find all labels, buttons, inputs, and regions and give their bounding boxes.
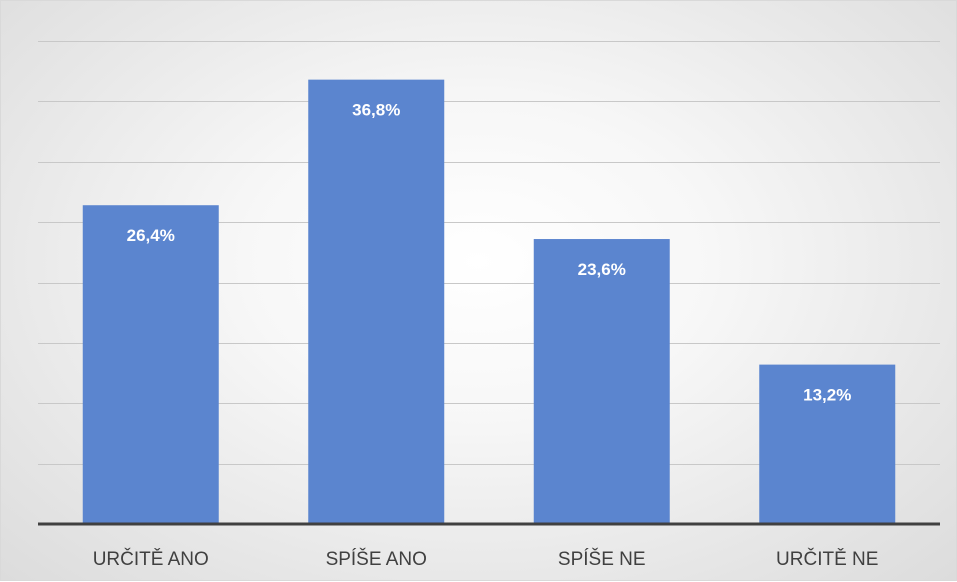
x-tick-label: URČITĚ ANO [93,548,209,570]
data-labels: 26,4% 36,8% 23,6% 13,2% [127,101,852,405]
x-tick-label: URČITĚ NE [776,548,878,570]
bar-data-label: 13,2% [803,386,851,405]
x-tick-label: SPÍŠE ANO [326,548,427,570]
bars [82,79,896,524]
bar [82,205,219,524]
bar-data-label: 23,6% [578,260,626,279]
x-tick-label: SPÍŠE NE [558,548,646,570]
bar [759,364,896,524]
x-axis-tick-labels: URČITĚ ANO SPÍŠE ANO SPÍŠE NE URČITĚ NE [93,548,879,570]
bar [308,79,445,524]
bar-data-label: 26,4% [127,226,175,245]
bar-data-label: 36,8% [352,101,400,120]
bar [533,239,670,524]
